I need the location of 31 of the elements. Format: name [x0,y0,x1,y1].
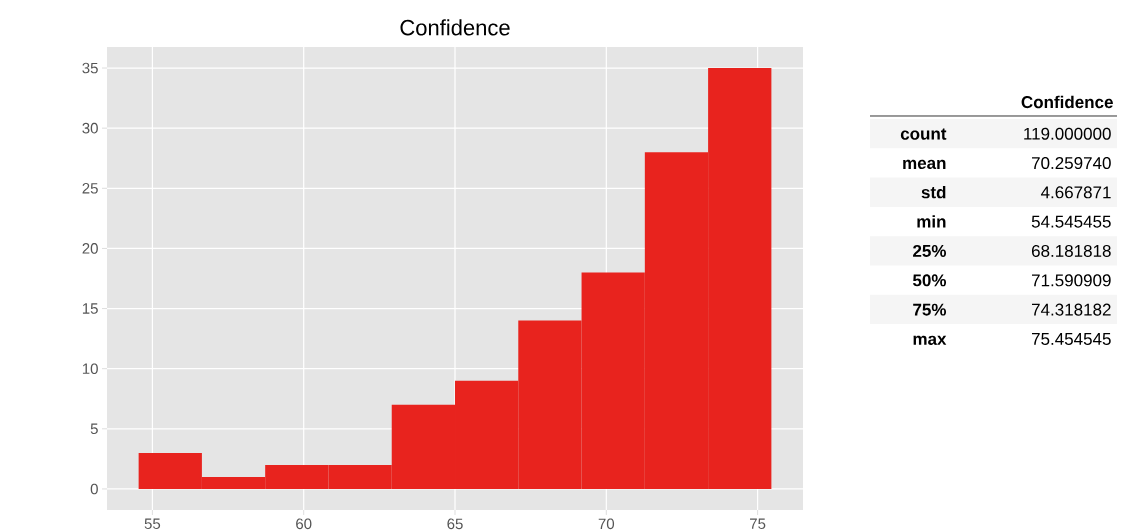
category-label: mean [903,159,946,169]
text: 75.454545 [1032,332,1111,345]
y-tick-label: 20 [82,242,98,254]
y-tick-label: 15 [82,303,98,314]
x-tick-label: 70 [598,518,615,529]
y-tick-label: 35 [82,62,98,74]
text: 119.000000 [1024,127,1111,140]
text: 68.181818 [1031,244,1111,257]
x-tick-label: 55 [144,518,161,529]
category-label: 75% [913,303,947,316]
y-tick-label: 0 [90,483,98,495]
category-label: 50% [912,274,947,287]
y-tick-label: 30 [82,122,98,134]
category-label: count [900,128,947,140]
x-tick-label: 75 [750,518,766,529]
category-label: std [921,185,946,199]
category-label: min [917,214,946,228]
category-label: max [913,335,947,345]
x-tick-label: 60 [296,518,312,529]
category-label: 25% [913,244,947,257]
text: 71.590909 [1032,274,1111,287]
y-tick-label: 25 [82,182,98,194]
text: 70.259740 [1032,156,1111,169]
text: 74.318182 [1032,303,1111,316]
text: 54.545455 [1031,215,1111,228]
y-tick-label: 10 [82,363,98,374]
text: Confidence [1021,95,1113,108]
x-tick-label: 65 [447,518,463,529]
chart-title: Confidence [400,19,510,36]
y-tick-label: 5 [90,423,98,434]
text: 4.667871 [1040,186,1111,199]
